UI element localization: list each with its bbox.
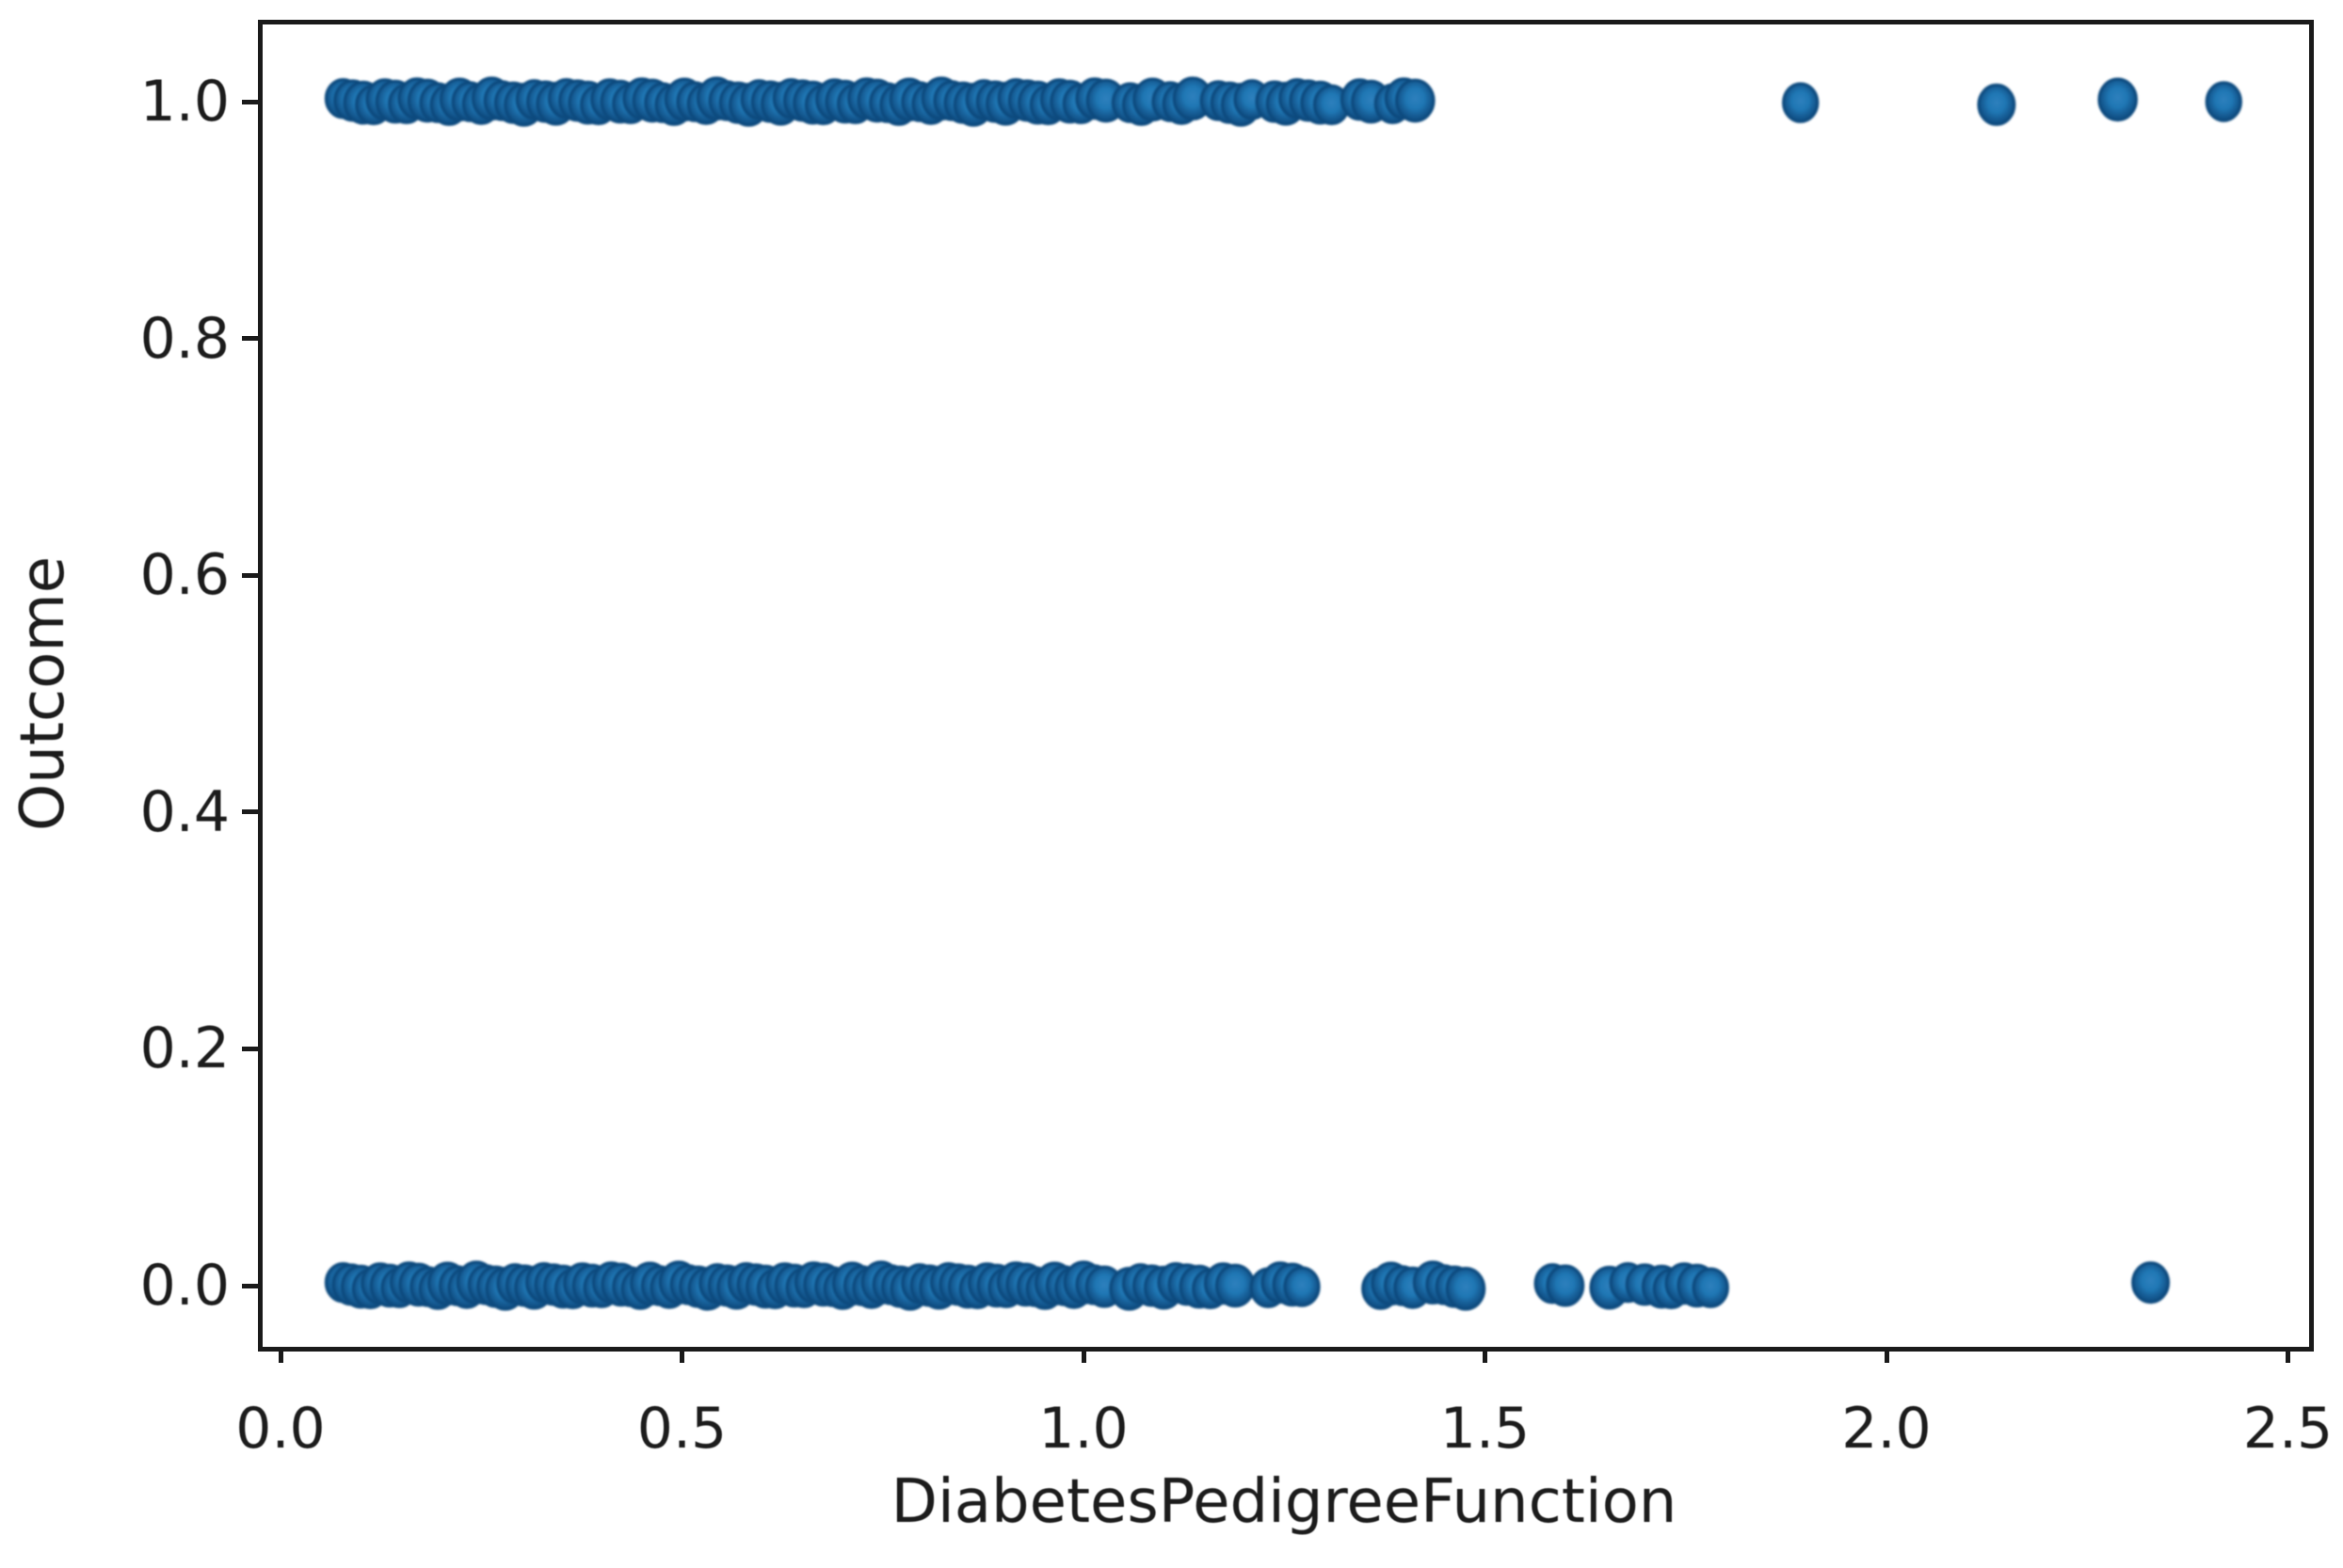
y-tick-mark bbox=[242, 336, 258, 342]
scatter-point bbox=[1546, 1264, 1585, 1307]
x-tick-label: 2.5 bbox=[2242, 1396, 2334, 1462]
x-axis-label: DiabetesPedigreeFunction bbox=[891, 1467, 1677, 1537]
x-tick-label: 1.5 bbox=[1439, 1396, 1531, 1462]
x-tick-label: 0.0 bbox=[235, 1396, 326, 1462]
y-tick-label: 1.0 bbox=[139, 69, 230, 135]
x-tick-mark bbox=[1081, 1347, 1086, 1363]
y-tick-label: 0.8 bbox=[139, 305, 230, 372]
y-tick-mark bbox=[242, 1046, 258, 1051]
x-tick-label: 0.5 bbox=[636, 1396, 728, 1462]
scatter-point bbox=[2205, 81, 2243, 122]
x-tick-mark bbox=[278, 1347, 283, 1363]
scatter-point bbox=[2131, 1261, 2171, 1304]
y-tick-mark bbox=[242, 1283, 258, 1288]
x-tick-label: 1.0 bbox=[1038, 1396, 1129, 1462]
plot-area bbox=[258, 20, 2314, 1352]
y-axis-label: Outcome bbox=[8, 555, 78, 832]
scatter-point bbox=[2097, 77, 2138, 122]
y-tick-mark bbox=[242, 99, 258, 104]
scatter-point bbox=[1445, 1267, 1486, 1311]
y-tick-mark bbox=[242, 809, 258, 815]
y-tick-label: 0.4 bbox=[139, 778, 230, 845]
y-tick-mark bbox=[242, 572, 258, 578]
scatter-point bbox=[1395, 78, 1436, 123]
scatter-point bbox=[1283, 1266, 1321, 1307]
x-tick-mark bbox=[1483, 1347, 1487, 1363]
scatter-point bbox=[1782, 82, 1820, 123]
y-tick-label: 0.6 bbox=[139, 542, 230, 609]
scatter-point bbox=[1977, 83, 2016, 126]
scatter-point bbox=[1214, 1263, 1256, 1308]
y-tick-label: 0.2 bbox=[139, 1016, 230, 1082]
y-tick-label: 0.0 bbox=[139, 1253, 230, 1319]
scatter-point bbox=[1692, 1267, 1729, 1308]
x-tick-mark bbox=[1884, 1347, 1889, 1363]
x-tick-label: 2.0 bbox=[1841, 1396, 1932, 1462]
x-tick-mark bbox=[2286, 1347, 2290, 1363]
x-tick-mark bbox=[680, 1347, 684, 1363]
